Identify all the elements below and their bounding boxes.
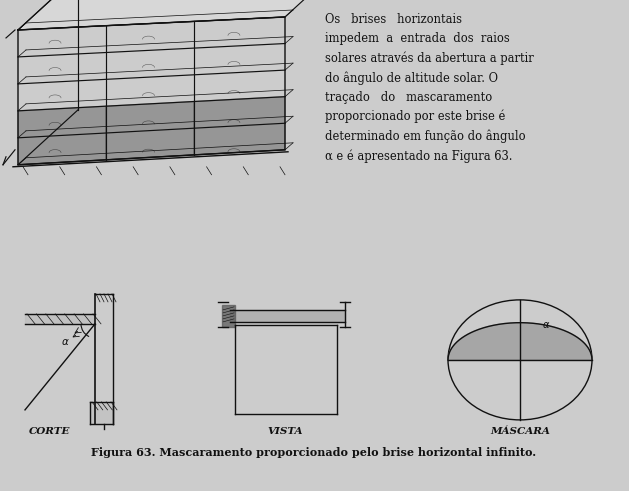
Polygon shape <box>222 305 235 327</box>
Polygon shape <box>448 323 592 360</box>
Text: MÁSCARA: MÁSCARA <box>490 427 550 436</box>
Polygon shape <box>194 97 285 155</box>
Polygon shape <box>18 106 106 165</box>
Polygon shape <box>230 310 345 322</box>
Text: $\alpha$: $\alpha$ <box>542 320 550 330</box>
Text: VISTA: VISTA <box>267 427 303 436</box>
Polygon shape <box>106 102 194 160</box>
Polygon shape <box>18 0 345 30</box>
Text: CORTE: CORTE <box>30 427 70 436</box>
Polygon shape <box>90 402 113 424</box>
Text: $\alpha$: $\alpha$ <box>60 337 69 347</box>
Text: Figura 63. Mascaramento proporcionado pelo brise horizontal infinito.: Figura 63. Mascaramento proporcionado pe… <box>91 447 537 459</box>
Text: Os   brises   horizontais
impedem  a  entrada  dos  raios
solares através da abe: Os brises horizontais impedem a entrada … <box>325 13 534 163</box>
Polygon shape <box>95 294 113 424</box>
Polygon shape <box>25 314 95 324</box>
